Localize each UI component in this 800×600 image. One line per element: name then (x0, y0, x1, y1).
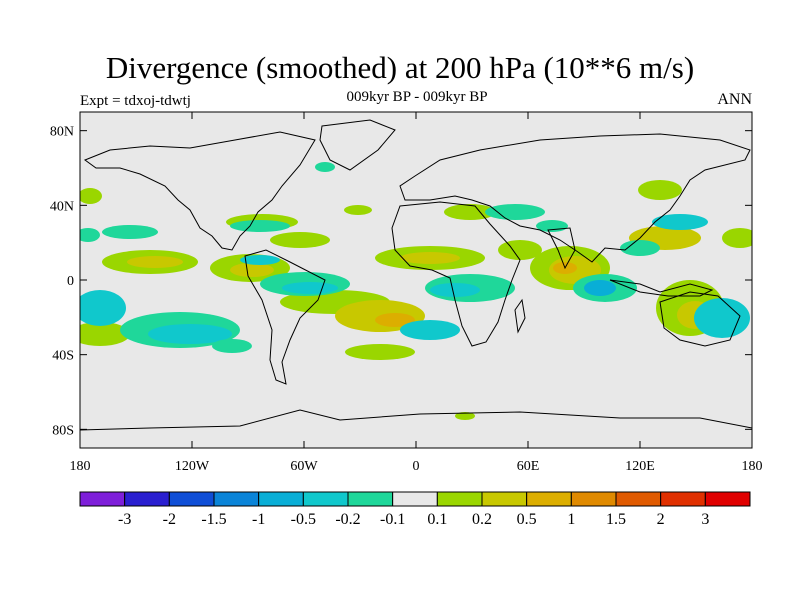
colorbar-box (392, 491, 438, 507)
maritime-continent-coast (609, 279, 714, 297)
figure-title: Divergence (smoothed) at 200 hPa (10**6 … (105, 50, 695, 85)
colorbar-label: -0.5 (291, 511, 316, 528)
colorbar-box (704, 491, 751, 507)
lon-tick-label: 180 (70, 459, 91, 474)
greenland-coast (319, 119, 396, 171)
lat-tick-label: 0 (67, 274, 74, 289)
india-coast (547, 227, 576, 270)
lat-tick-label: 40S (52, 349, 74, 364)
madagascar-coast (514, 298, 526, 334)
colorbar-box (615, 491, 662, 507)
colorbar-box (481, 491, 528, 507)
colorbar-label: 1.5 (606, 511, 626, 528)
colorbar-box (168, 491, 215, 507)
colorbar-box (258, 491, 304, 507)
colorbar-label: 0.2 (472, 511, 492, 528)
australia-coast (659, 291, 741, 347)
colorbar-label: 0.5 (517, 511, 537, 528)
colorbar-box (124, 491, 170, 507)
colorbar-label: -0.2 (335, 511, 360, 528)
north-america-coast (83, 131, 316, 251)
map-background (80, 112, 752, 448)
lon-tick-label: 0 (413, 459, 420, 474)
lon-tick-label: 120E (625, 459, 655, 474)
subtitle: 009kyr BP - 009kyr BP (346, 89, 488, 105)
colorbar-box (213, 491, 260, 507)
colorbar-box (436, 491, 483, 507)
colorbar: -3 -2 -1.5 -1 -0.5 -0.2 -0.1 0.1 0.2 0.5 1 1.5 2 3 (79, 491, 751, 528)
colorbar-label: 3 (701, 511, 709, 528)
lat-tick-label: 40N (50, 199, 74, 214)
lon-tick-label: 180 (742, 459, 763, 474)
lon-tick-label: 60W (290, 459, 318, 474)
colorbar-box (526, 491, 572, 507)
colorbar-label: 2 (657, 511, 665, 528)
colorbar-label: 1 (567, 511, 575, 528)
colorbar-label: -0.1 (380, 511, 405, 528)
lat-tick-label: 80N (50, 125, 74, 140)
coastlines (80, 119, 752, 431)
europe-asia-coast (399, 133, 751, 263)
lon-tick-label: 60E (517, 459, 540, 474)
lon-tick-label: 120W (175, 459, 210, 474)
experiment-label: Expt = tdxoj-tdwtj (80, 93, 191, 109)
africa-coast (391, 201, 521, 347)
colorbar-label: -1.5 (201, 511, 226, 528)
colorbar-label: -3 (118, 511, 131, 528)
antarctica-coast (80, 409, 752, 431)
lat-tick-label: 80S (52, 423, 74, 438)
colorbar-box (302, 491, 349, 507)
colorbar-label: -2 (163, 511, 176, 528)
season-label: ANN (717, 91, 752, 108)
colorbar-label: -1 (252, 511, 265, 528)
colorbar-box (347, 491, 394, 507)
south-america-coast (244, 249, 326, 385)
longitude-axis: 180 120W 60W 0 60E 120E 180 (70, 112, 763, 474)
colorbar-box (660, 491, 706, 507)
colorbar-box (570, 491, 617, 507)
colorbar-label: 0.1 (427, 511, 447, 528)
colorbar-box (79, 491, 126, 507)
negative-divergence-regions (80, 162, 750, 353)
latitude-axis: 80N 40N 0 40S 80S (50, 125, 752, 438)
